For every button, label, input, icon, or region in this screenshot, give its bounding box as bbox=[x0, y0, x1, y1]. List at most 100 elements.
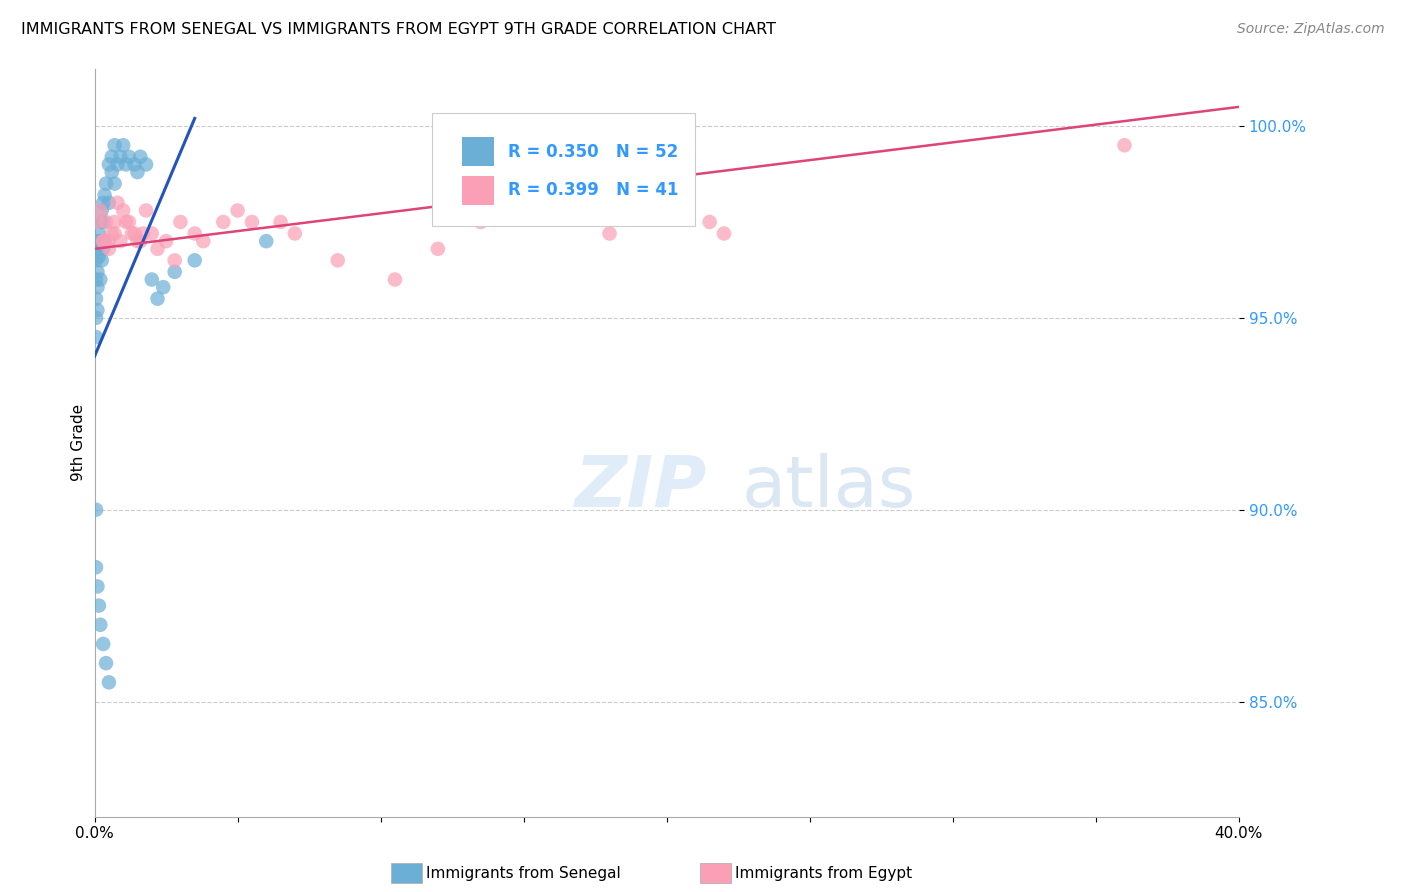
Point bbox=[97, 195, 120, 210]
Point bbox=[91, 234, 114, 248]
Point bbox=[104, 227, 127, 241]
Point bbox=[112, 138, 135, 153]
Point bbox=[107, 157, 129, 171]
Point bbox=[152, 280, 174, 294]
Point bbox=[124, 227, 146, 241]
Point bbox=[212, 215, 235, 229]
FancyBboxPatch shape bbox=[463, 177, 494, 204]
Point bbox=[115, 215, 138, 229]
Point bbox=[163, 265, 186, 279]
Text: R = 0.399   N = 41: R = 0.399 N = 41 bbox=[508, 181, 678, 200]
Point bbox=[183, 227, 205, 241]
Point bbox=[129, 150, 152, 164]
Point bbox=[155, 234, 177, 248]
Point bbox=[169, 215, 191, 229]
Point bbox=[93, 188, 115, 202]
Point bbox=[127, 234, 149, 248]
Point bbox=[86, 234, 108, 248]
Point bbox=[87, 250, 110, 264]
Point bbox=[89, 203, 111, 218]
Point bbox=[699, 215, 721, 229]
Point bbox=[91, 234, 114, 248]
Point bbox=[91, 637, 114, 651]
Text: Immigrants from Senegal: Immigrants from Senegal bbox=[426, 866, 621, 880]
Point bbox=[100, 165, 122, 179]
Point bbox=[84, 292, 107, 306]
Text: Source: ZipAtlas.com: Source: ZipAtlas.com bbox=[1237, 22, 1385, 37]
Point bbox=[284, 227, 307, 241]
Point bbox=[94, 215, 117, 229]
Point bbox=[90, 203, 112, 218]
Point bbox=[89, 617, 111, 632]
Text: IMMIGRANTS FROM SENEGAL VS IMMIGRANTS FROM EGYPT 9TH GRADE CORRELATION CHART: IMMIGRANTS FROM SENEGAL VS IMMIGRANTS FR… bbox=[21, 22, 776, 37]
Point bbox=[104, 138, 127, 153]
Point bbox=[86, 242, 108, 256]
Point bbox=[426, 242, 449, 256]
Point bbox=[100, 227, 122, 241]
Point bbox=[104, 215, 127, 229]
Point bbox=[97, 234, 120, 248]
Point bbox=[121, 227, 143, 241]
Point bbox=[254, 234, 277, 248]
Point bbox=[86, 280, 108, 294]
Point bbox=[93, 234, 115, 248]
Point bbox=[100, 150, 122, 164]
Point bbox=[270, 215, 292, 229]
Text: ZIP: ZIP bbox=[575, 453, 707, 522]
Point bbox=[132, 227, 155, 241]
Point bbox=[470, 215, 492, 229]
Point bbox=[84, 330, 107, 344]
Point bbox=[84, 560, 107, 574]
Point bbox=[91, 215, 114, 229]
Point bbox=[384, 272, 406, 286]
Point bbox=[129, 234, 152, 248]
Point bbox=[713, 227, 735, 241]
Point bbox=[89, 272, 111, 286]
Point bbox=[141, 227, 163, 241]
Point bbox=[193, 234, 215, 248]
Point bbox=[1114, 138, 1136, 153]
Point bbox=[135, 157, 157, 171]
FancyBboxPatch shape bbox=[432, 113, 696, 226]
Point bbox=[86, 579, 108, 593]
Point bbox=[86, 303, 108, 318]
Point bbox=[86, 215, 108, 229]
Point bbox=[107, 195, 129, 210]
Point bbox=[94, 177, 117, 191]
Y-axis label: 9th Grade: 9th Grade bbox=[72, 404, 86, 481]
Point bbox=[115, 157, 138, 171]
Text: Immigrants from Egypt: Immigrants from Egypt bbox=[735, 866, 912, 880]
Point bbox=[87, 227, 110, 241]
Point bbox=[84, 502, 107, 516]
Point bbox=[226, 203, 249, 218]
Point bbox=[163, 253, 186, 268]
Point bbox=[86, 265, 108, 279]
Point bbox=[118, 150, 141, 164]
Point bbox=[84, 253, 107, 268]
Point bbox=[97, 242, 120, 256]
Point bbox=[90, 253, 112, 268]
FancyBboxPatch shape bbox=[463, 137, 494, 166]
Point bbox=[146, 242, 169, 256]
Point bbox=[94, 656, 117, 670]
Point bbox=[112, 203, 135, 218]
Point bbox=[91, 195, 114, 210]
Point bbox=[110, 234, 132, 248]
Point bbox=[124, 157, 146, 171]
Point bbox=[118, 215, 141, 229]
Point bbox=[135, 203, 157, 218]
Point bbox=[84, 272, 107, 286]
Point bbox=[326, 253, 349, 268]
Text: atlas: atlas bbox=[741, 453, 915, 522]
Point bbox=[104, 177, 127, 191]
Point bbox=[89, 234, 111, 248]
Point bbox=[141, 272, 163, 286]
Point bbox=[84, 310, 107, 325]
Point bbox=[97, 675, 120, 690]
Point bbox=[89, 215, 111, 229]
Point bbox=[97, 157, 120, 171]
Text: R = 0.350   N = 52: R = 0.350 N = 52 bbox=[508, 143, 678, 161]
Point bbox=[87, 599, 110, 613]
Point bbox=[599, 227, 621, 241]
Point bbox=[146, 292, 169, 306]
